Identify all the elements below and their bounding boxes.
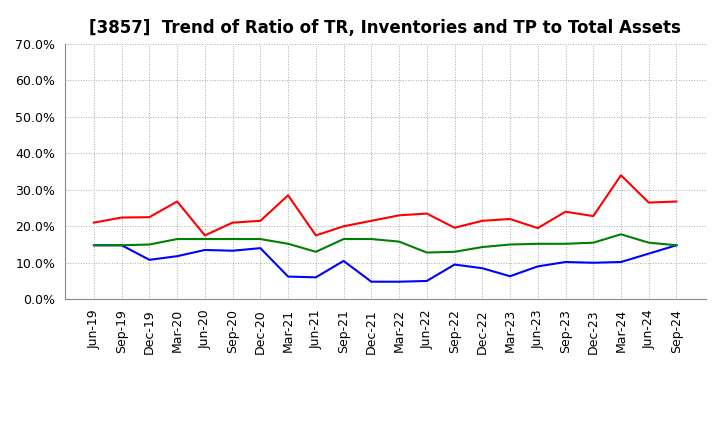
Trade Payables — [312, 249, 320, 254]
Trade Receivables — [117, 215, 126, 220]
Trade Receivables — [89, 220, 98, 225]
Trade Payables — [589, 240, 598, 246]
Trade Receivables — [201, 233, 210, 238]
Line: Trade Receivables: Trade Receivables — [94, 175, 677, 235]
Title: [3857]  Trend of Ratio of TR, Inventories and TP to Total Assets: [3857] Trend of Ratio of TR, Inventories… — [89, 19, 681, 37]
Trade Receivables — [145, 215, 154, 220]
Trade Payables — [117, 242, 126, 248]
Trade Payables — [201, 236, 210, 242]
Trade Payables — [644, 240, 653, 246]
Legend: Trade Receivables, Inventories, Trade Payables: Trade Receivables, Inventories, Trade Pa… — [166, 438, 604, 440]
Inventories — [117, 242, 126, 248]
Trade Receivables — [339, 224, 348, 229]
Inventories — [450, 262, 459, 267]
Inventories — [89, 242, 98, 248]
Inventories — [201, 247, 210, 253]
Trade Payables — [450, 249, 459, 254]
Inventories — [256, 246, 265, 251]
Trade Payables — [423, 250, 431, 255]
Inventories — [589, 260, 598, 265]
Trade Receivables — [672, 199, 681, 204]
Inventories — [228, 248, 237, 253]
Trade Receivables — [173, 199, 181, 204]
Inventories — [672, 242, 681, 248]
Inventories — [478, 266, 487, 271]
Inventories — [395, 279, 403, 284]
Trade Payables — [256, 236, 265, 242]
Trade Payables — [367, 236, 376, 242]
Line: Inventories: Inventories — [94, 245, 677, 282]
Trade Payables — [228, 236, 237, 242]
Trade Receivables — [505, 216, 514, 222]
Inventories — [145, 257, 154, 263]
Inventories — [534, 264, 542, 269]
Trade Receivables — [256, 218, 265, 224]
Trade Receivables — [312, 233, 320, 238]
Trade Receivables — [644, 200, 653, 205]
Inventories — [561, 259, 570, 264]
Inventories — [284, 274, 292, 279]
Trade Receivables — [589, 213, 598, 219]
Trade Receivables — [616, 172, 625, 178]
Trade Receivables — [561, 209, 570, 214]
Inventories — [339, 258, 348, 264]
Inventories — [312, 275, 320, 280]
Trade Receivables — [367, 218, 376, 224]
Trade Receivables — [228, 220, 237, 225]
Inventories — [616, 259, 625, 264]
Inventories — [644, 251, 653, 256]
Trade Payables — [145, 242, 154, 247]
Trade Receivables — [478, 218, 487, 224]
Trade Payables — [505, 242, 514, 247]
Trade Receivables — [423, 211, 431, 216]
Trade Receivables — [284, 193, 292, 198]
Inventories — [173, 253, 181, 259]
Trade Payables — [561, 241, 570, 246]
Trade Receivables — [534, 225, 542, 231]
Trade Payables — [395, 239, 403, 244]
Trade Payables — [616, 232, 625, 237]
Inventories — [423, 279, 431, 284]
Trade Receivables — [395, 213, 403, 218]
Inventories — [367, 279, 376, 284]
Line: Trade Payables: Trade Payables — [94, 235, 677, 253]
Trade Payables — [89, 242, 98, 248]
Trade Payables — [672, 242, 681, 248]
Trade Payables — [534, 241, 542, 246]
Trade Payables — [284, 241, 292, 246]
Trade Receivables — [450, 225, 459, 231]
Trade Payables — [173, 236, 181, 242]
Trade Payables — [478, 245, 487, 250]
Trade Payables — [339, 236, 348, 242]
Inventories — [505, 274, 514, 279]
